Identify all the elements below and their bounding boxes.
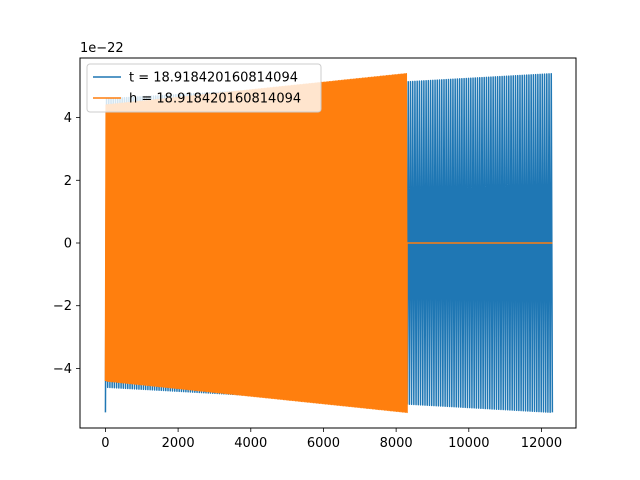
y-tick-label: 2 xyxy=(64,174,72,189)
x-tick-label: 12000 xyxy=(521,436,562,451)
legend-box xyxy=(86,63,322,113)
y-tick-label: 4 xyxy=(64,111,72,126)
x-axis-ticks: 0 2000 4000 6000 8000 10000 12000 xyxy=(101,428,562,451)
y-axis-ticks: −4 −2 0 2 4 xyxy=(53,111,80,377)
x-tick-label: 2000 xyxy=(162,436,195,451)
x-tick-label: 0 xyxy=(101,436,109,451)
x-tick-label: 10000 xyxy=(448,436,489,451)
y-tick-label: −4 xyxy=(53,362,72,377)
y-offset-label: 1e−22 xyxy=(80,41,124,56)
x-tick-label: 8000 xyxy=(380,436,413,451)
y-tick-label: −2 xyxy=(53,299,72,314)
x-tick-label: 4000 xyxy=(234,436,267,451)
legend: t = 18.918420160814094 h = 18.91842016081… xyxy=(86,63,322,113)
legend-label-2: h = 18.918420160814094 xyxy=(129,92,301,107)
x-tick-label: 6000 xyxy=(307,436,340,451)
y-tick-label: 0 xyxy=(64,237,72,252)
legend-label-1: t = 18.918420160814094 xyxy=(129,71,298,86)
